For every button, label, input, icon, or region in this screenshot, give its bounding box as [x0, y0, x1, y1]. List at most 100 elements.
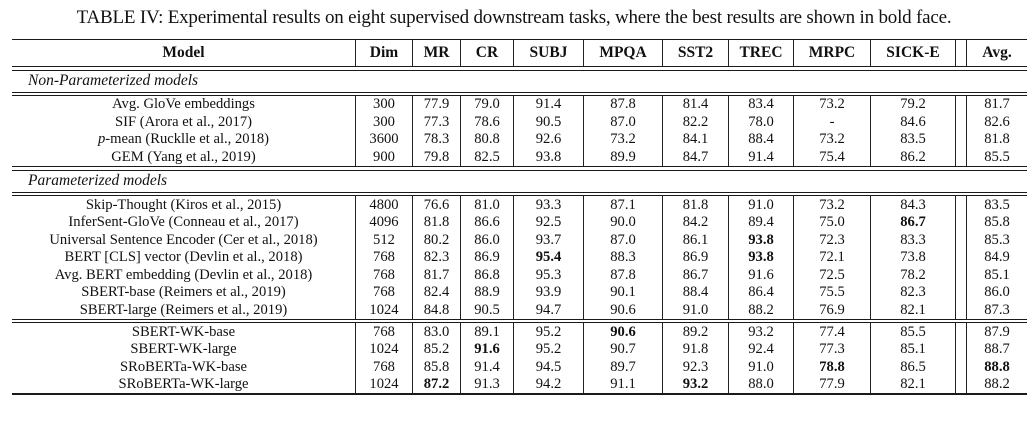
value-cell: 84.3	[870, 196, 955, 214]
value-cell: 93.2	[728, 323, 793, 341]
model-name-cell: Avg. GloVe embeddings	[112, 96, 255, 113]
value-cell: 84.7	[662, 148, 728, 167]
table-row: Skip-Thought (Kiros et al., 2015) 4800 76.…	[12, 196, 1027, 214]
value-cell: 83.5	[984, 196, 1010, 213]
model-name-cell: GEM (Yang et al., 2019)	[111, 148, 256, 165]
value-cell: 86.9	[460, 248, 513, 267]
value-cell: 91.4	[513, 96, 583, 114]
double-horizontal-rule	[12, 166, 1027, 171]
model-name-cell: SIF (Arora et al., 2017)	[115, 113, 252, 130]
value-cell: 93.8	[728, 248, 793, 267]
double-vertical-rule	[955, 40, 967, 66]
value-cell: 87.8	[583, 96, 662, 114]
value-cell: 82.3	[412, 248, 460, 267]
value-cell: 73.2	[793, 131, 870, 149]
value-cell: 84.2	[662, 213, 728, 232]
value-cell: 88.4	[728, 131, 793, 149]
value-cell: 76.6	[412, 196, 460, 214]
value-cell: 90.6	[583, 323, 662, 341]
value-cell: 95.2	[513, 340, 583, 359]
value-cell: 88.2	[984, 376, 1010, 393]
value-cell: 83.3	[870, 231, 955, 249]
value-cell: 300	[355, 96, 412, 114]
value-cell: 90.0	[583, 213, 662, 232]
value-cell: 78.2	[870, 266, 955, 284]
value-cell: 89.2	[662, 323, 728, 341]
table-row: SRoBERTa-WK-base 768 85.8 91.4 94.5 89.7 92.3 9…	[12, 358, 1027, 376]
value-cell: 91.6	[728, 266, 793, 284]
value-cell: 82.1	[870, 375, 955, 394]
table-row: p -mean (Rucklle et al., 2018) 3600 78.3 80.…	[12, 131, 1027, 149]
section-label: Parameterized models	[28, 172, 168, 190]
results-table: Model Dim MR CR SUBJ MPQA SST2 TREC MRPC…	[12, 39, 1027, 396]
value-cell: 1024	[355, 375, 412, 394]
value-cell: 84.1	[662, 131, 728, 149]
value-cell: 83.4	[728, 96, 793, 114]
value-cell: 4096	[355, 213, 412, 232]
value-cell: 82.1	[870, 301, 955, 319]
column-header-avg: Avg.	[982, 44, 1012, 61]
value-cell: 86.2	[870, 148, 955, 167]
value-cell: 512	[355, 231, 412, 249]
value-cell: 91.1	[583, 375, 662, 394]
value-cell: 82.4	[412, 283, 460, 302]
value-cell: 768	[355, 283, 412, 302]
value-cell: 87.0	[583, 231, 662, 249]
value-cell: 93.3	[513, 196, 583, 214]
column-header-model: Model	[162, 44, 205, 61]
value-cell: 77.9	[793, 375, 870, 394]
model-name-cell: SRoBERTa-WK-large	[118, 376, 249, 393]
column-header-dim: Dim	[355, 40, 412, 66]
value-cell: 85.1	[870, 340, 955, 359]
value-cell: 95.3	[513, 266, 583, 284]
double-vertical-rule	[955, 113, 967, 132]
table-row: Universal Sentence Encoder (Cer et al., …	[12, 231, 1027, 249]
value-cell: 78.8	[793, 358, 870, 376]
double-vertical-rule	[955, 358, 967, 376]
table-row: GEM (Yang et al., 2019) 900 79.8 82.5 93.8 89…	[12, 148, 1027, 167]
double-vertical-rule	[955, 231, 967, 249]
value-cell: 88.7	[984, 341, 1010, 358]
value-cell: 768	[355, 323, 412, 341]
value-cell: 92.6	[513, 131, 583, 149]
value-cell: 3600	[355, 131, 412, 149]
value-cell: 88.4	[662, 283, 728, 302]
value-cell: 86.0	[984, 284, 1010, 301]
value-cell: 78.0	[728, 113, 793, 132]
value-cell: 81.0	[460, 196, 513, 214]
value-cell: 93.7	[513, 231, 583, 249]
value-cell: 86.4	[728, 283, 793, 302]
column-header-sicke: SICK-E	[870, 40, 955, 66]
value-cell: 85.5	[984, 148, 1010, 165]
value-cell: 90.5	[513, 113, 583, 132]
value-cell: 86.8	[460, 266, 513, 284]
value-cell: 73.2	[583, 131, 662, 149]
value-cell: 93.2	[662, 375, 728, 394]
value-cell: 82.2	[662, 113, 728, 132]
value-cell: 82.6	[984, 113, 1010, 130]
value-cell: 91.4	[728, 148, 793, 167]
table-row: InferSent-GloVe (Conneau et al., 2017) 40…	[12, 213, 1027, 232]
value-cell: 89.4	[728, 213, 793, 232]
value-cell: 81.7	[984, 96, 1010, 113]
value-cell: 95.4	[513, 248, 583, 267]
value-cell: 78.3	[412, 131, 460, 149]
value-cell: 92.5	[513, 213, 583, 232]
table-body: Non-Parameterized models Avg. GloVe embed…	[12, 66, 1027, 396]
value-cell: 300	[355, 113, 412, 132]
value-cell: 75.0	[793, 213, 870, 232]
table-row: BERT [CLS] vector (Devlin et al., 2018) 7…	[12, 248, 1027, 267]
table-header-row: Model Dim MR CR SUBJ MPQA SST2 TREC MRPC…	[12, 40, 1027, 66]
value-cell: 81.8	[984, 131, 1010, 148]
value-cell: 88.0	[728, 375, 793, 394]
value-cell: 90.5	[460, 301, 513, 319]
value-cell: 91.0	[728, 196, 793, 214]
table-row: SIF (Arora et al., 2017) 300 77.3 78.6 90.5 8…	[12, 113, 1027, 132]
value-cell: 91.4	[460, 358, 513, 376]
double-vertical-rule	[955, 301, 967, 319]
model-name-cell: SBERT-WK-large	[130, 341, 237, 358]
value-cell: 79.2	[870, 96, 955, 114]
table-caption: TABLE IV: Experimental results on eight …	[76, 7, 952, 28]
value-cell: 79.0	[460, 96, 513, 114]
value-cell: 91.0	[662, 301, 728, 319]
